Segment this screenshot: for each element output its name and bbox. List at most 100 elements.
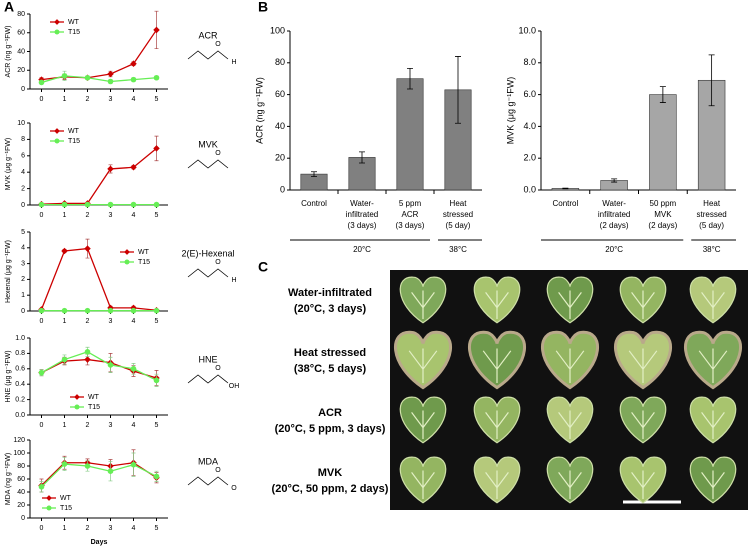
annotation: HNE — [198, 354, 217, 364]
group-label: 38°C — [703, 245, 721, 254]
x-tick-label: 2 — [86, 525, 90, 532]
x-tick-label: 0 — [40, 212, 44, 219]
legend-marker — [46, 495, 52, 501]
group-label: 20°C — [605, 245, 623, 254]
leaf-vein — [411, 410, 435, 439]
leaf-vein — [698, 348, 728, 383]
panel-label: B — [258, 0, 268, 15]
x-tick-label: 4 — [132, 212, 136, 219]
legend-marker — [46, 505, 52, 511]
marker — [38, 201, 45, 208]
atom-label: O — [231, 485, 237, 492]
x-tick-label: infiltrated — [598, 210, 630, 219]
panel-label: A — [4, 0, 14, 15]
x-tick-label: (2 days) — [600, 221, 629, 230]
marker — [107, 201, 114, 208]
marker — [107, 165, 114, 173]
marker — [61, 201, 68, 208]
error-bar — [455, 56, 461, 124]
marker — [107, 468, 114, 475]
error-bar — [311, 171, 317, 177]
leaf-vein — [701, 290, 725, 319]
x-tick-label: 0 — [40, 525, 44, 532]
y-tick-label: 2.0 — [523, 153, 536, 163]
leaf-vein — [411, 290, 435, 319]
leaf-vein — [408, 348, 438, 383]
y-tick-label: 0.4 — [15, 381, 25, 388]
legend-marker — [54, 19, 60, 25]
y-tick-label: 6 — [21, 153, 25, 160]
x-tick-label: 0 — [40, 96, 44, 103]
leaf-vein — [558, 290, 582, 319]
marker — [38, 79, 45, 86]
x-tick-label: Control — [301, 199, 327, 208]
leaf-vein — [701, 410, 725, 439]
x-tick-label: 3 — [109, 422, 113, 429]
y-tick-label: 4 — [21, 245, 25, 252]
leaf-vein — [631, 470, 655, 499]
marker — [61, 247, 68, 255]
series-line — [41, 75, 157, 84]
atom-label: H — [231, 59, 236, 66]
marker — [130, 201, 137, 208]
marker — [61, 307, 68, 314]
y-tick-label: 5 — [21, 229, 25, 236]
series-line — [41, 147, 157, 205]
leaf-vein — [411, 470, 435, 499]
row-label: (20°C, 5 ppm, 3 days) — [275, 423, 386, 435]
x-tick-label: 5 — [155, 318, 159, 325]
legend-label: WT — [88, 394, 100, 401]
leaf-vein — [631, 410, 655, 439]
x-tick-label: 3 — [109, 212, 113, 219]
y-tick-label: 1 — [21, 292, 25, 299]
x-tick-label: stressed — [697, 210, 727, 219]
x-tick-label: 3 — [109, 96, 113, 103]
marker — [153, 307, 160, 314]
marker — [38, 484, 45, 490]
y-tick-label: 40 — [17, 489, 25, 496]
legend-marker — [54, 128, 60, 134]
y-tick-label: 2 — [21, 276, 25, 283]
y-tick-label: 0 — [21, 308, 25, 315]
error-bar — [611, 178, 618, 183]
structure — [187, 374, 229, 384]
y-tick-label: 0.2 — [15, 396, 25, 403]
y-tick-label: 80 — [275, 57, 285, 67]
group-label: 38°C — [449, 245, 467, 254]
row-label: Water-infiltrated — [288, 287, 372, 299]
series-line — [41, 351, 157, 381]
x-tick-label: (2 days) — [648, 221, 677, 230]
y-tick-label: 8 — [21, 136, 25, 143]
legend-label: T15 — [68, 29, 80, 36]
x-tick-label: 5 — [155, 96, 159, 103]
x-tick-label: 1 — [63, 525, 67, 532]
y-tick-label: 40 — [275, 121, 285, 131]
x-tick-label: 3 — [109, 525, 113, 532]
y-tick-label: 120 — [13, 437, 25, 444]
marker — [107, 307, 114, 314]
series-line — [40, 247, 157, 311]
legend-label: WT — [138, 249, 150, 256]
marker — [107, 70, 114, 78]
legend-marker — [54, 138, 60, 144]
x-tick-label: 2 — [86, 318, 90, 325]
y-tick-label: 20 — [17, 502, 25, 509]
x-tick-label: Control — [552, 199, 578, 208]
y-tick-label: 100 — [270, 25, 285, 35]
error-bar — [359, 151, 365, 164]
leaf-vein — [555, 348, 585, 383]
row-label: (20°C, 3 days) — [294, 303, 367, 315]
legend-label: T15 — [138, 259, 150, 266]
legend-label: T15 — [68, 138, 80, 145]
annotation: MDA — [198, 456, 218, 466]
error-bar — [407, 67, 413, 90]
y-axis-label: MDA (ng g⁻¹FW) — [5, 453, 12, 505]
legend-marker — [74, 404, 80, 410]
y-tick-label: 40 — [17, 48, 25, 55]
marker — [153, 377, 160, 384]
group-label: 20°C — [353, 245, 371, 254]
legend-label: WT — [68, 128, 80, 135]
y-tick-label: 60 — [17, 30, 25, 37]
atom-label: O — [215, 150, 221, 157]
